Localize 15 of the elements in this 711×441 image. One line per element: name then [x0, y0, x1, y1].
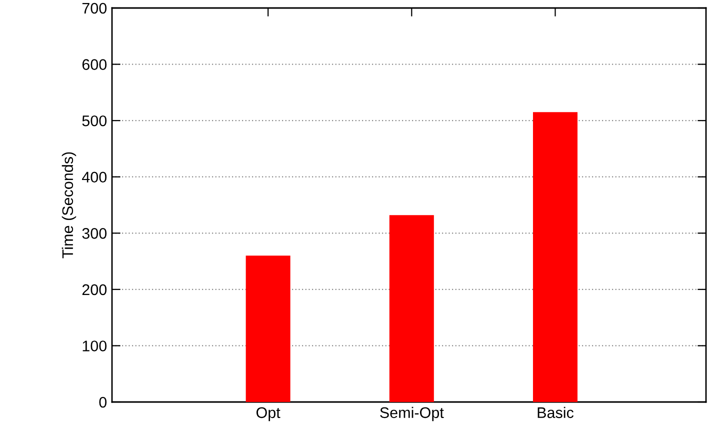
y-tick-label: 200 [82, 284, 107, 296]
y-tick-label: 700 [82, 2, 107, 14]
y-tick-label: 100 [82, 340, 107, 352]
y-tick-label: 500 [82, 115, 107, 126]
bar [532, 112, 578, 402]
y-tick-label: 0 [99, 396, 107, 408]
y-tick-label: 300 [82, 228, 107, 239]
y-axis-title: Time (Seconds) [62, 152, 76, 258]
x-tick-label: Opt [256, 407, 280, 422]
bar [246, 256, 290, 402]
bar [389, 215, 434, 402]
y-tick-label: 600 [82, 59, 107, 70]
x-tick-label: Basic [538, 406, 574, 418]
x-tick-label: Semi-Opt [380, 406, 444, 422]
y-tick-label: 400 [82, 172, 107, 183]
